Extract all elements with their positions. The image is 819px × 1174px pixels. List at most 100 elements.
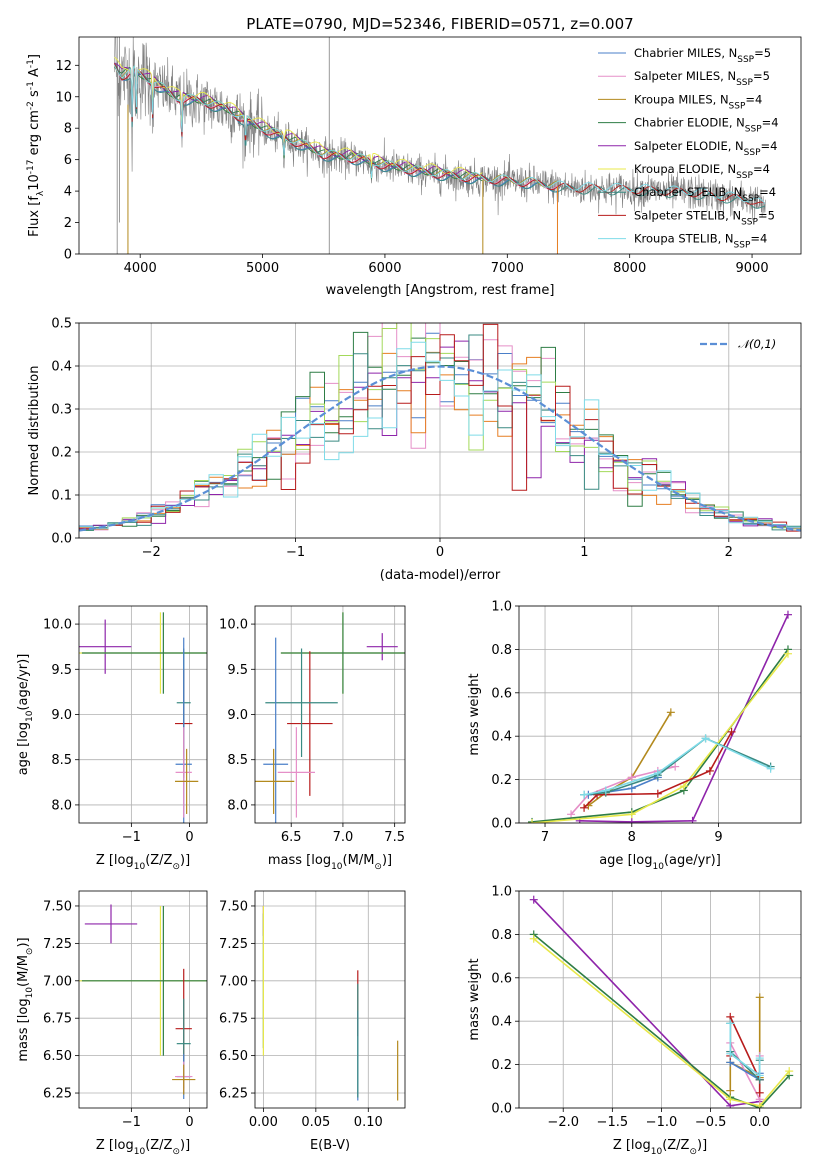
spectrum-xtick-label: 8000 xyxy=(613,261,646,276)
spectrum-legend-label: Salpeter ELODIE, NSSP=4 xyxy=(634,139,777,158)
z_vs_age-xlabel-part: ⊙ xyxy=(172,862,180,872)
spectrum-legend-label-part: Kroupa MILES, N xyxy=(634,92,729,106)
residual_hist-xtick-label: −2 xyxy=(142,545,161,560)
spectrum-ylabel-part: Flux [f xyxy=(27,196,42,237)
weights_vs_z-axes: −2.0 −1.5 −1.0 −0.5 0.0 0.0 0.2 0.4 0.6 0.8 1.0 xyxy=(491,885,801,1130)
spectrum-legend-label: Kroupa ELODIE, NSSP=4 xyxy=(634,162,770,181)
z_vs_mass-xtick-label: 0 xyxy=(185,1115,193,1130)
z_vs_age-ylabel-part: 10 xyxy=(25,710,35,722)
z_vs_age-xlabel-part: 10 xyxy=(134,862,146,872)
spectrum-legend-label: Kroupa STELIB, NSSP=4 xyxy=(634,232,767,251)
weight-series-line xyxy=(579,614,789,823)
spectrum-model-line xyxy=(114,66,483,182)
mass_vs_age-xlabel-part: 10 xyxy=(331,862,343,872)
z_vs_mass-ylabel-part: ⊙ xyxy=(25,948,35,956)
z_vs_age-ytick-label: 9.5 xyxy=(51,663,72,678)
spectrum-legend-label: Chabrier MILES, NSSP=5 xyxy=(634,46,771,65)
spectrum-legend-label: Chabrier ELODIE, NSSP=4 xyxy=(634,116,779,135)
spectrum-ylabel-part: -2 xyxy=(26,101,36,110)
z_vs_mass-ylabel-part: mass [log xyxy=(16,998,31,1061)
weights_vs_age-xtick-label: 8 xyxy=(628,830,636,845)
ebv_vs_mass-ytick-label: 6.75 xyxy=(219,1012,248,1027)
weights_vs_z-ytick-label: 1.0 xyxy=(491,885,512,900)
z_vs_mass-ytick-label: 7.25 xyxy=(43,937,72,952)
z_vs_age-xlabel-part: Z [log xyxy=(96,853,134,868)
spectrum-data-line xyxy=(114,37,766,221)
spectrum-ylabel-part: -1 xyxy=(26,81,36,90)
z_vs_age-ylabel: age [log10(age/yr)] xyxy=(16,654,35,776)
weights_vs_z-plot-area xyxy=(529,895,794,1108)
mass_vs_age-ytick-label: 9.0 xyxy=(227,708,248,723)
z_vs_mass-ylabel-part: )] xyxy=(16,937,31,947)
weights_vs_age-axes: 7 8 9 0.0 0.2 0.4 0.6 0.8 1.0 xyxy=(491,600,801,845)
weights_vs_z-xtick-label: −1.5 xyxy=(597,1115,629,1130)
spectrum-ytick-label: 10 xyxy=(55,90,72,105)
mass_vs_age-xlabel-part: )] xyxy=(382,853,392,868)
spectrum-legend-label-part: SSP xyxy=(737,55,754,65)
weights_vs_z-xlabel-part: )] xyxy=(697,1138,707,1153)
mass_vs_age-ytick-label: 8.0 xyxy=(227,798,248,813)
residual_hist-ytick-label: 0.1 xyxy=(51,489,72,504)
weight-series-line xyxy=(531,653,789,823)
weights_vs_age-xlabel-part: age [log xyxy=(599,853,652,868)
spectrum-legend-label-part: =4 xyxy=(762,116,779,130)
weights_vs_z-xlabel-part: Z [log xyxy=(613,1138,651,1153)
spectrum-ylabel-part: -17 xyxy=(26,160,36,175)
spectrum-legend-label-part: Kroupa ELODIE, N xyxy=(634,162,736,176)
weights_vs_z-xlabel-part: 10 xyxy=(651,1147,663,1157)
z_vs_age-xlabel: Z [log10(Z/Z⊙)] xyxy=(96,853,190,872)
weights_vs_z-ylabel: mass weight xyxy=(467,958,482,1040)
weights_vs_z-ytick-label: 0.0 xyxy=(491,1102,512,1117)
mass_vs_age-ytick-label: 8.5 xyxy=(227,753,248,768)
residual_hist-ytick-label: 0.5 xyxy=(51,317,72,332)
weights_vs_age-ytick-label: 0.8 xyxy=(491,643,512,658)
z_vs_mass-ylabel-part: (M/M xyxy=(16,955,31,987)
ebv_vs_mass-ytick-label: 6.25 xyxy=(219,1087,248,1102)
weights_vs_z-xtick-label: −0.5 xyxy=(695,1115,727,1130)
z_vs_age-xtick-label: −1 xyxy=(122,830,141,845)
residual_hist-ytick-label: 0.4 xyxy=(51,360,72,375)
z_vs_mass-xtick-label: −1 xyxy=(122,1115,141,1130)
spectrum-ylabel-part: 10 xyxy=(27,174,42,191)
weight-series-line xyxy=(587,711,672,807)
spectrum-legend-label-part: SSP xyxy=(742,194,759,204)
z_vs_age-frame xyxy=(78,605,208,824)
z_vs_age-ytick-label: 10.0 xyxy=(43,618,72,633)
spectrum-legend-label-part: Chabrier MILES, N xyxy=(634,46,737,60)
weights_vs_age-xlabel: age [log10(age/yr)] xyxy=(599,853,721,872)
spectrum-model-line xyxy=(114,63,766,209)
spectrum-ylabel-part: λ xyxy=(36,190,46,196)
weight-series-line xyxy=(729,1023,761,1078)
spectrum-ylabel-part: A xyxy=(27,68,42,81)
residual-hist-step xyxy=(79,341,801,530)
spectrum-xlabel: wavelength [Angstrom, rest frame] xyxy=(326,283,555,298)
spectrum-ylabel-part: s xyxy=(27,90,42,101)
z_vs_age-xlabel-part: (Z/Z xyxy=(145,853,172,868)
residual-legend-label: 𝒩(0,1) xyxy=(738,337,776,351)
mass_vs_age-xlabel-part: ⊙ xyxy=(374,862,382,872)
spectrum-legend-label-part: =4 xyxy=(753,162,770,176)
spectrum-legend-label-part: Chabrier ELODIE, N xyxy=(634,116,745,130)
residual_hist-xtick-label: 2 xyxy=(725,545,733,560)
mass_vs_age-xtick-label: 7.0 xyxy=(333,830,354,845)
z_vs_mass-ytick-label: 7.00 xyxy=(43,974,72,989)
residual_hist-ytick-label: 0.0 xyxy=(51,532,72,547)
z_vs_mass-xlabel-part: (Z/Z xyxy=(145,1138,172,1153)
z_vs_mass-xlabel-part: Z [log xyxy=(96,1138,134,1153)
residual_hist-xtick-label: 1 xyxy=(580,545,588,560)
residual_hist-xtick-label: 0 xyxy=(436,545,444,560)
spectrum-model-line xyxy=(114,56,483,177)
weights_vs_age-ytick-label: 1.0 xyxy=(491,600,512,615)
z_vs_mass-plot-area xyxy=(79,904,207,1100)
weight-series-line xyxy=(533,899,760,1107)
ebv_vs_mass-frame xyxy=(254,890,406,1109)
residual_hist-frame xyxy=(78,322,802,539)
weights_vs_age-frame xyxy=(518,605,802,824)
weights_vs_z-xtick-label: 0.0 xyxy=(749,1115,770,1130)
z_vs_mass-ytick-label: 6.50 xyxy=(43,1049,72,1064)
mass_vs_age-xlabel-part: mass [log xyxy=(268,853,331,868)
mass_vs_age-xlabel-part: (M/M xyxy=(343,853,375,868)
ebv_vs_mass-xlabel: E(B-V) xyxy=(310,1138,350,1153)
